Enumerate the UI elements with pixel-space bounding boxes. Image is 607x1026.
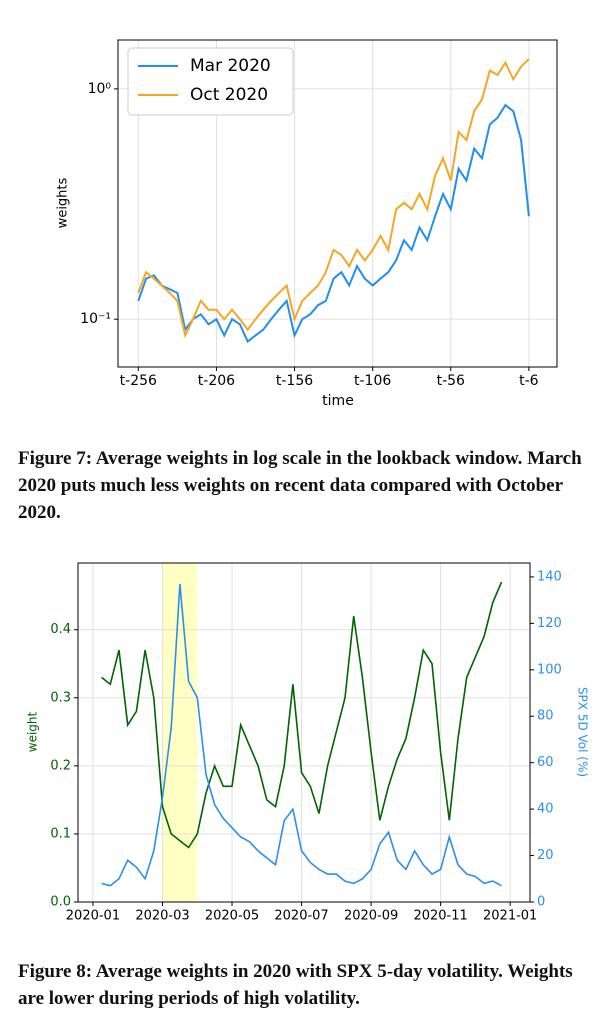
x-tick-label: 2020-01 <box>66 909 120 924</box>
legend-label: Oct 2020 <box>190 85 268 105</box>
y2-tick-label: 80 <box>537 709 554 724</box>
y2-tick-label: 100 <box>537 662 562 677</box>
plot-frame <box>77 562 531 903</box>
x-tick-label: 2021-01 <box>483 909 537 924</box>
x-tick-label: 2020-03 <box>135 909 189 924</box>
y-tick-label: 10⁻¹ <box>80 311 111 327</box>
x-tick-label: t-106 <box>354 373 391 389</box>
y-axis-label: weights <box>56 177 71 228</box>
y-tick-label: 10⁰ <box>88 81 112 97</box>
series-line <box>101 581 503 849</box>
x-tick-label: 2020-05 <box>205 909 259 924</box>
x-axis-label: time <box>322 393 354 409</box>
caption: Figure 8: Average weights in 2020 with S… <box>18 961 573 1009</box>
x-tick-label: 2020-09 <box>344 909 398 924</box>
x-tick-label: 2020-07 <box>274 909 328 924</box>
chart-weights-log: t-256 t-206 t-156 t-106 t-56 t-6 10⁻¹ 10⁰ time we… <box>56 39 558 409</box>
y2-axis-label: SPX 5D Vol (%) <box>576 687 590 777</box>
y-tick-label: 0.0 <box>50 895 71 910</box>
y2-tick-label: 40 <box>537 802 554 817</box>
caption: Figure 7: Average weights in log scale i… <box>18 448 582 523</box>
x-tick-label: t-56 <box>437 373 465 389</box>
x-tick-label: t-206 <box>198 373 235 389</box>
x-tick-label: t-6 <box>519 373 539 389</box>
chart-weights-2020: 2020-01 2020-03 2020-05 2020-07 2020-09 2020-… <box>26 562 590 924</box>
x-tick-label: t-256 <box>120 373 157 389</box>
y2-tick-label: 120 <box>537 616 562 631</box>
y2-tick-label: 20 <box>537 848 554 863</box>
y2-tick-label: 0 <box>537 895 545 910</box>
y-tick-label: 0.1 <box>50 826 71 841</box>
y2-tick-label: 140 <box>537 569 562 584</box>
highlight-span <box>162 563 198 902</box>
x-tick-label: 2020-11 <box>413 909 467 924</box>
plot-frame <box>117 39 558 368</box>
y-tick-label: 0.4 <box>50 622 71 637</box>
series-line <box>137 103 530 344</box>
y2-tick-label: 60 <box>537 755 554 770</box>
y-tick-label: 0.2 <box>50 758 71 773</box>
series-line <box>101 583 502 887</box>
legend-label: Mar 2020 <box>190 56 271 76</box>
y-tick-label: 0.3 <box>50 690 71 705</box>
series-line <box>137 58 530 339</box>
legend-box <box>127 47 294 116</box>
x-tick-label: t-156 <box>276 373 313 389</box>
y-axis-label: weight <box>26 711 40 752</box>
